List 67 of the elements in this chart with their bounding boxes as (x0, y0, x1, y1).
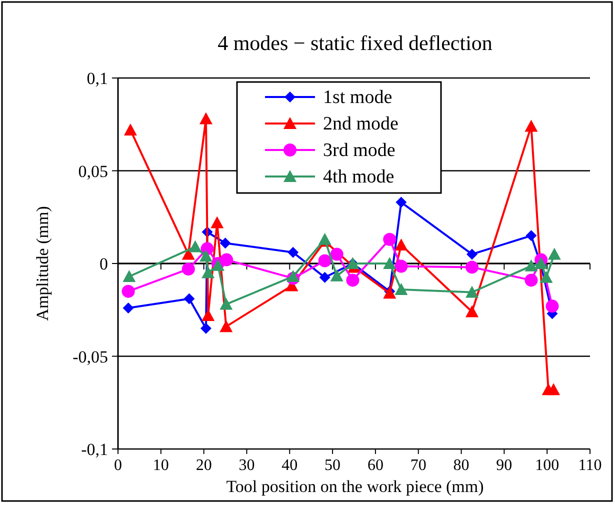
point (286, 270, 300, 282)
point (122, 270, 136, 282)
point (524, 120, 538, 132)
point (383, 232, 396, 246)
legend-label: 4th mode (323, 166, 394, 188)
point (220, 253, 234, 266)
y-tick-label: 0,1 (86, 69, 108, 88)
point (524, 274, 538, 287)
point (346, 274, 360, 287)
x-tick-label: 90 (496, 457, 512, 474)
point (540, 270, 553, 283)
point (182, 262, 195, 276)
x-tick-label: 80 (453, 457, 470, 474)
y-tick-label: -0,05 (72, 347, 108, 366)
x-tick-label: 20 (196, 457, 212, 474)
point (466, 260, 478, 274)
x-tick-label: 100 (535, 457, 560, 474)
point (124, 123, 137, 136)
y-tick-label: 0,05 (78, 162, 108, 181)
point (466, 286, 478, 298)
point (200, 322, 212, 334)
point (330, 269, 344, 282)
legend-label: 1st mode (323, 87, 392, 108)
point (318, 254, 332, 268)
point (526, 230, 537, 242)
x-axis-title: Tool position on the work piece (mm) (226, 477, 484, 496)
point (548, 248, 561, 260)
point (394, 260, 408, 273)
point (220, 238, 231, 249)
x-tick-label: 40 (282, 457, 298, 474)
point (199, 112, 212, 124)
y-tick-label: -0,1 (81, 440, 108, 459)
x-tick-label: 0 (114, 457, 122, 474)
point (210, 216, 224, 228)
y-tick-label: 0 (100, 254, 108, 274)
point (220, 298, 233, 310)
point (534, 257, 548, 269)
point (394, 238, 408, 250)
point (188, 240, 202, 252)
point (396, 196, 407, 208)
point (199, 250, 212, 262)
point (202, 308, 215, 321)
point (547, 383, 560, 396)
point (466, 305, 478, 318)
x-tick-label: 30 (238, 457, 255, 474)
legend-label: 3rd mode (323, 140, 396, 161)
legend-label: 2nd mode (323, 114, 398, 134)
x-tick-label: 110 (578, 457, 602, 474)
point (122, 284, 135, 298)
point (184, 293, 195, 304)
point (220, 320, 233, 332)
point (122, 302, 134, 314)
chart-title: 4 modes − static fixed deflection (218, 31, 493, 55)
point (383, 257, 396, 269)
point (394, 282, 408, 295)
y-axis-title: Amplitude (mm) (33, 206, 52, 321)
point (466, 248, 478, 260)
point (288, 246, 299, 258)
x-tick-label: 50 (324, 457, 341, 474)
point (330, 248, 344, 261)
point (546, 300, 559, 313)
point (319, 272, 330, 283)
point (202, 266, 215, 278)
x-tick-label: 10 (152, 457, 169, 474)
x-tick-label: 60 (367, 457, 384, 474)
x-tick-label: 70 (410, 457, 426, 474)
point (524, 259, 538, 272)
